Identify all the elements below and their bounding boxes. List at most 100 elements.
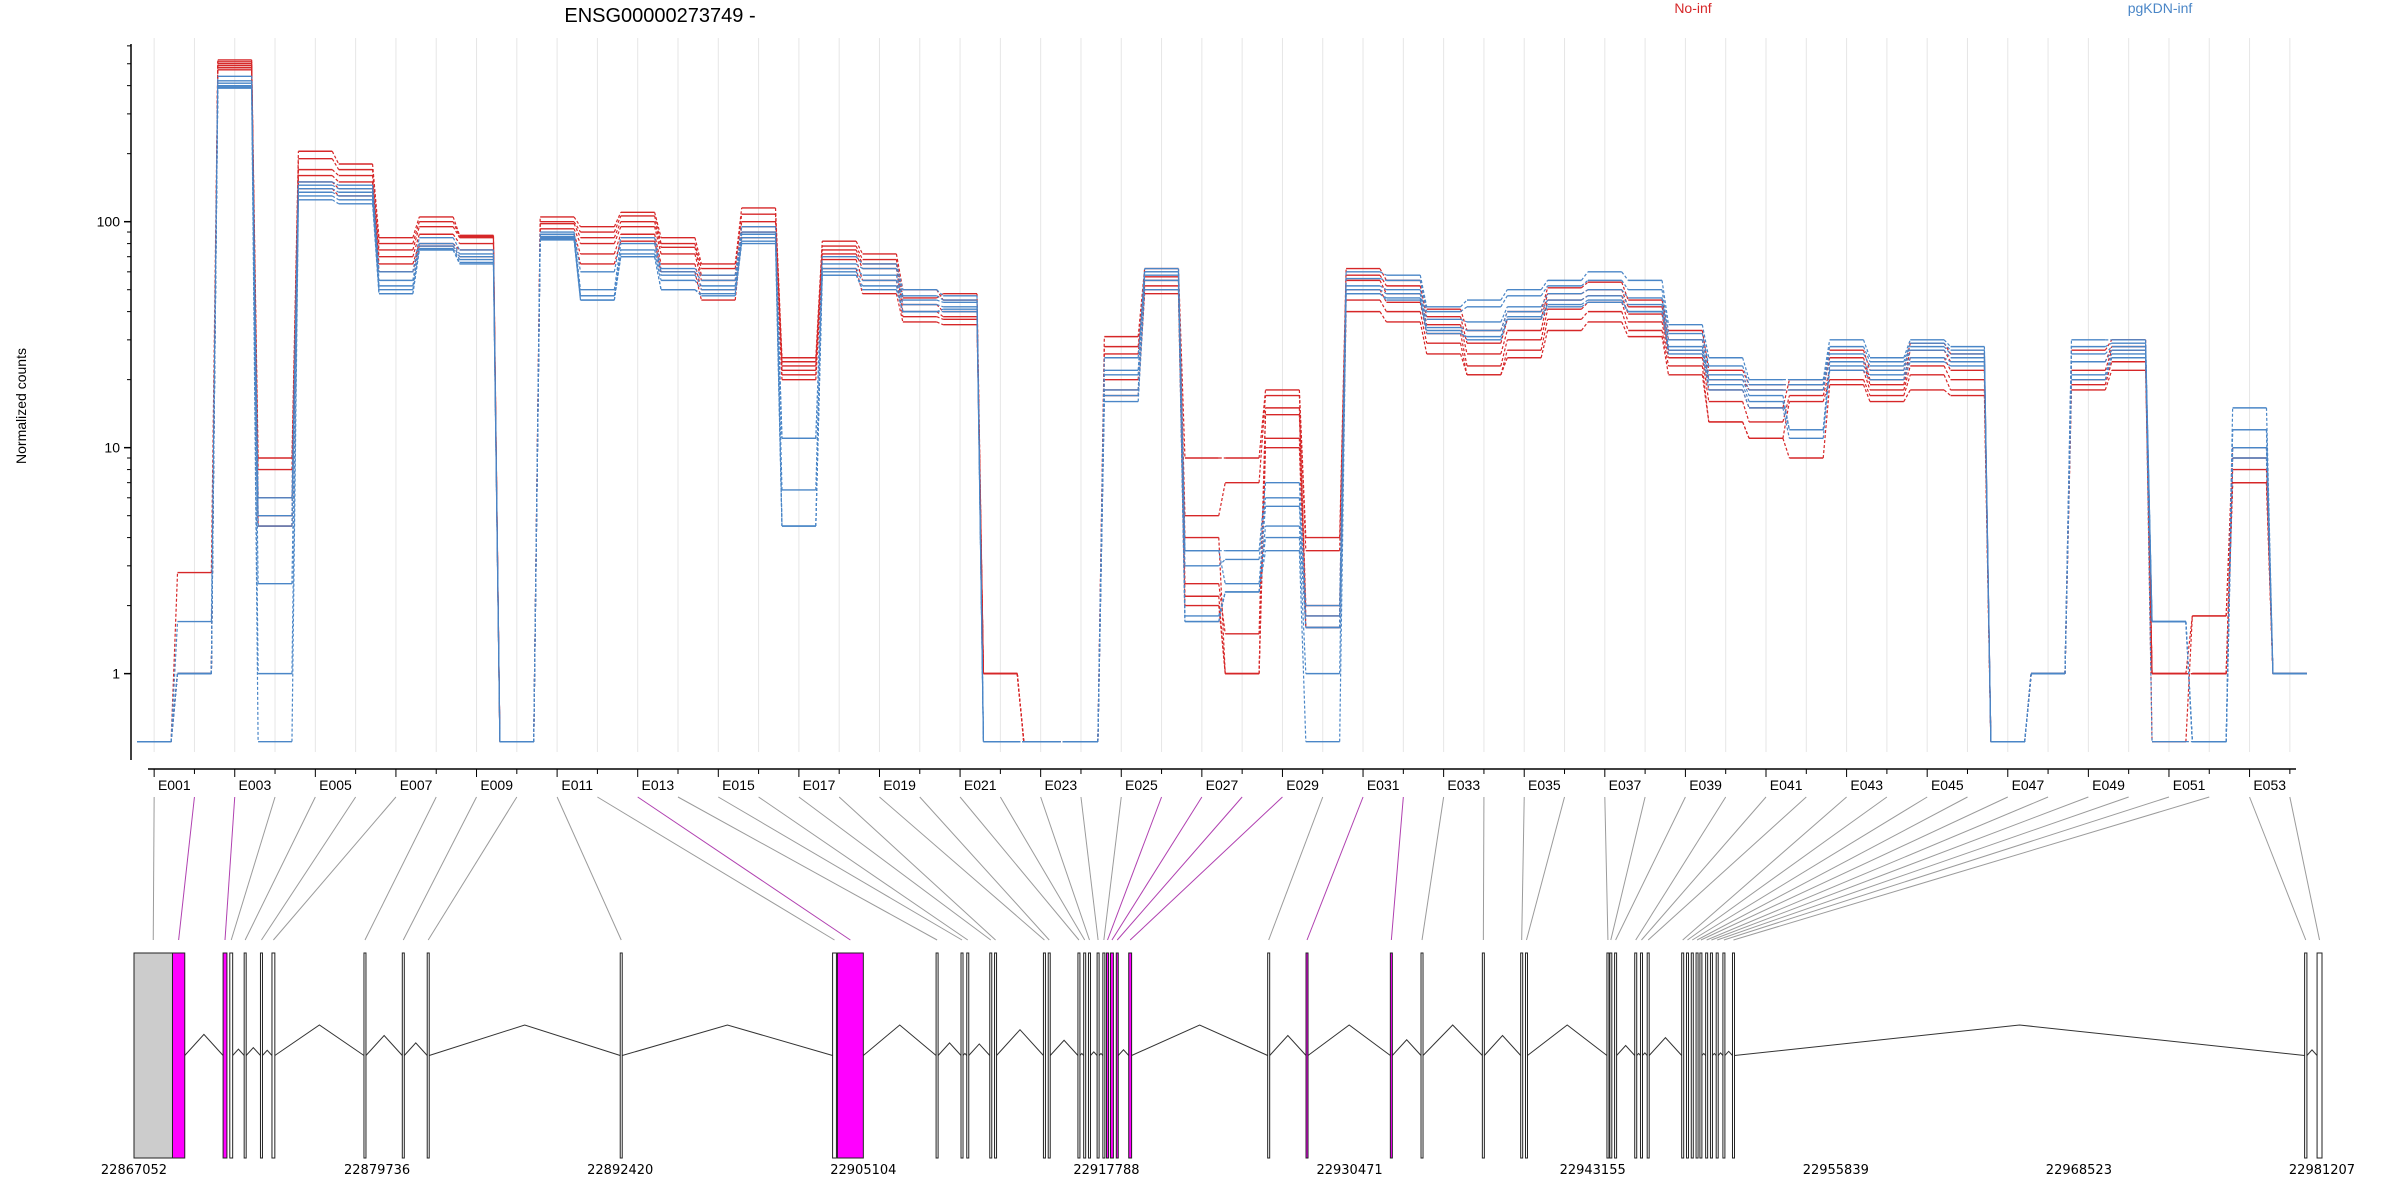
x-tick-label: E003 — [239, 777, 272, 793]
exon-connection — [1379, 299, 1387, 312]
coordinate-label: 22879736 — [344, 1163, 410, 1178]
exon-connection — [1661, 330, 1670, 367]
exon-connection — [1742, 389, 1750, 409]
exon-connection — [855, 274, 864, 290]
exon-block — [401, 952, 405, 1159]
exon-connection — [855, 259, 864, 281]
exon-connection — [1863, 365, 1871, 376]
exon-connection — [654, 212, 662, 238]
exon-connector — [1482, 796, 1485, 941]
intron-junction — [1724, 1050, 1733, 1056]
exon-connection — [1822, 379, 1831, 402]
intron-junction — [365, 1034, 403, 1056]
exon-connection — [1258, 395, 1267, 483]
exon-connection — [936, 299, 944, 303]
exon-connection — [1258, 482, 1267, 551]
exon-connection — [1581, 281, 1589, 289]
exon-block — [1614, 952, 1618, 1159]
intron-junction — [1712, 1052, 1717, 1056]
exon-connection — [1500, 295, 1508, 308]
intron-junction — [1701, 1052, 1707, 1056]
intron-junction — [1049, 1039, 1079, 1056]
x-tick-label: E021 — [964, 777, 997, 793]
x-tick-label: E053 — [2253, 777, 2286, 793]
coordinate-label: 22867052 — [101, 1163, 167, 1178]
exon-connection — [1298, 525, 1307, 628]
exon-block — [1609, 952, 1613, 1159]
exon-connection — [855, 245, 864, 260]
exon-connection — [976, 316, 985, 674]
exon-connection — [331, 169, 340, 177]
exon-connection — [2104, 350, 2113, 371]
exon-connection — [1298, 482, 1307, 606]
exon-connection — [694, 289, 702, 297]
exon-connector — [2249, 796, 2307, 941]
exon-connection — [1379, 311, 1387, 323]
exon-connection — [573, 223, 582, 238]
exon-connection — [412, 221, 420, 244]
coordinate-label: 22943155 — [1560, 1163, 1626, 1178]
exon-connection — [331, 199, 340, 205]
exon-connection — [1661, 321, 1670, 358]
exon-connection — [1903, 374, 1911, 396]
exon-connection — [1218, 550, 1226, 584]
exon-connector — [1040, 796, 1090, 941]
exon-connection — [1943, 389, 1951, 397]
exon-connection — [1258, 497, 1267, 560]
exon-connection — [1379, 278, 1387, 281]
exon-connection — [2104, 339, 2113, 351]
exon-connection — [1661, 297, 1670, 340]
exon-connection — [331, 181, 339, 186]
exon-connection — [654, 256, 662, 290]
x-tick-label: E017 — [803, 777, 836, 793]
exon-connection — [573, 231, 582, 272]
exon-connector — [1107, 796, 1163, 941]
exon-connection — [1258, 550, 1267, 592]
exon-connection — [452, 216, 461, 236]
exon-connection — [331, 150, 340, 165]
exon-connection — [1218, 591, 1226, 622]
exon-connection — [2104, 370, 2113, 391]
exon-connection — [2144, 357, 2153, 742]
exon-connection — [1943, 342, 1951, 351]
exon-block — [836, 952, 864, 1159]
chart-title: ENSG00000273749 - — [564, 5, 755, 27]
intron-junction — [1079, 1052, 1085, 1056]
x-tick-label: E047 — [2012, 777, 2045, 793]
exon-connection — [613, 215, 622, 233]
exon-connection — [1419, 293, 1428, 328]
y-tick-label: 10 — [104, 440, 120, 456]
exon-block — [966, 952, 970, 1159]
exon-block — [243, 952, 247, 1159]
exon-connection — [1782, 395, 1790, 430]
exon-connection — [412, 226, 420, 251]
exon-connection — [2225, 457, 2234, 742]
exon-connection — [855, 249, 864, 265]
exon-connection — [1460, 299, 1468, 308]
exon-connection — [1258, 506, 1267, 584]
exon-connection — [1459, 316, 1468, 344]
intron-junction — [403, 1042, 428, 1056]
exon-connector — [1306, 796, 1364, 941]
exon-connection — [976, 324, 985, 674]
x-tick-label: E033 — [1447, 777, 1480, 793]
exon-connection — [1903, 389, 1911, 402]
exon-connection — [1500, 316, 1508, 337]
exon-connector — [1706, 796, 2049, 941]
exon-connection — [1701, 324, 1710, 358]
intron-junction — [1642, 1052, 1648, 1056]
exon-connector — [1711, 796, 2089, 941]
exon-block — [1695, 952, 1699, 1159]
exon-connector — [1521, 796, 1525, 941]
exon-connector — [798, 796, 992, 941]
exon-connection — [976, 309, 985, 742]
exon-connection — [895, 263, 904, 290]
exon-connection — [1258, 537, 1267, 592]
exon-connection — [936, 304, 944, 313]
exon-block — [832, 952, 837, 1159]
exon-connection — [371, 203, 380, 294]
exon-connection — [1903, 357, 1911, 385]
exon-connection — [1701, 350, 1710, 385]
exon-block — [271, 952, 276, 1159]
